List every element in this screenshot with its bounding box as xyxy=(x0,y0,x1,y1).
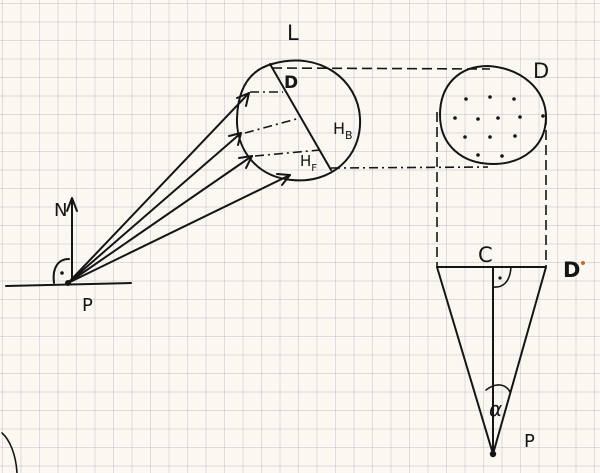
right-angle-dot-cone xyxy=(498,276,502,280)
projection-line-top xyxy=(271,67,491,70)
right-angle-arc-left xyxy=(52,258,70,284)
label-alpha: α xyxy=(489,397,502,421)
lens-diameter-chord xyxy=(269,63,332,171)
lens-circle xyxy=(235,59,362,182)
label-point-p-left: P xyxy=(82,295,93,316)
ray-3-arrowhead xyxy=(238,155,253,169)
cone-left-edge xyxy=(436,266,494,455)
cone-right-edge xyxy=(492,266,547,455)
ray-3 xyxy=(67,155,253,284)
label-h-front: HF xyxy=(300,152,317,174)
disk-sample-dots xyxy=(453,95,545,158)
disk-circle xyxy=(439,65,547,165)
normal-arrowhead xyxy=(66,197,78,212)
label-center: C xyxy=(478,243,493,267)
lens-inner-line-2 xyxy=(244,117,301,134)
label-diameter-line: D xyxy=(563,258,580,282)
label-lens-diameter: D xyxy=(284,73,298,93)
ray-2 xyxy=(67,132,242,284)
right-angle-dot-left xyxy=(60,271,64,275)
label-disk: D xyxy=(533,59,549,83)
ray-2-arrowhead xyxy=(228,132,242,146)
point-p-right-dot xyxy=(489,450,497,458)
alpha-angle-arc xyxy=(485,384,511,393)
lens-inner-line-3 xyxy=(254,149,321,157)
label-normal: N xyxy=(54,200,67,221)
ray-4 xyxy=(67,174,291,284)
stray-orange-dot xyxy=(581,261,585,265)
stray-corner-stroke xyxy=(1,432,18,473)
right-angle-arc-cone xyxy=(492,266,512,288)
ray-4-arrowhead xyxy=(276,173,291,186)
ray-1 xyxy=(67,92,250,284)
label-lens: L xyxy=(287,21,299,45)
ray-group xyxy=(67,92,291,284)
label-point-p-right: P xyxy=(524,431,535,452)
label-h-back: HB xyxy=(333,119,353,142)
projection-line-bottom xyxy=(330,166,489,169)
